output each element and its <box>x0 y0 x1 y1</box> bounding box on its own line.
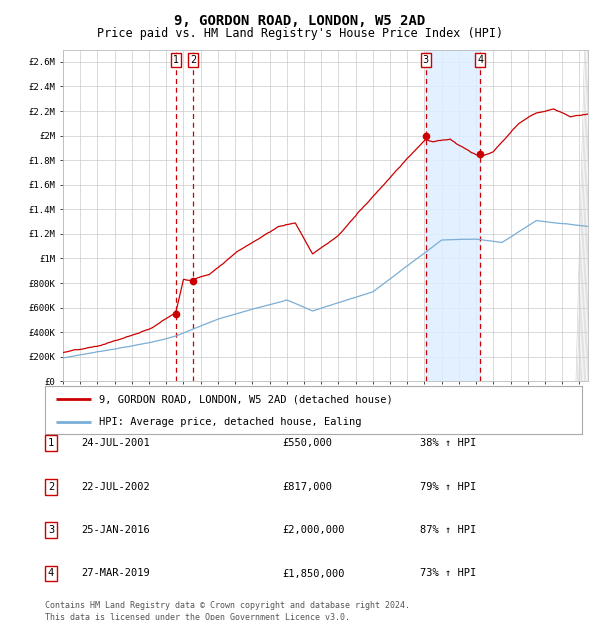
Text: 79% ↑ HPI: 79% ↑ HPI <box>420 482 476 492</box>
Text: 3: 3 <box>48 525 54 535</box>
Text: 87% ↑ HPI: 87% ↑ HPI <box>420 525 476 535</box>
Text: Contains HM Land Registry data © Crown copyright and database right 2024.
This d: Contains HM Land Registry data © Crown c… <box>45 601 410 620</box>
Text: 1: 1 <box>173 55 179 65</box>
Bar <box>425 50 480 381</box>
Text: 22-JUL-2002: 22-JUL-2002 <box>81 482 150 492</box>
Text: 4: 4 <box>48 569 54 578</box>
Text: £1,850,000: £1,850,000 <box>282 569 344 578</box>
Text: 27-MAR-2019: 27-MAR-2019 <box>81 569 150 578</box>
Text: 1: 1 <box>48 438 54 448</box>
Text: £550,000: £550,000 <box>282 438 332 448</box>
Text: Price paid vs. HM Land Registry's House Price Index (HPI): Price paid vs. HM Land Registry's House … <box>97 27 503 40</box>
Text: 73% ↑ HPI: 73% ↑ HPI <box>420 569 476 578</box>
Text: 38% ↑ HPI: 38% ↑ HPI <box>420 438 476 448</box>
Text: 25-JAN-2016: 25-JAN-2016 <box>81 525 150 535</box>
Text: 9, GORDON ROAD, LONDON, W5 2AD: 9, GORDON ROAD, LONDON, W5 2AD <box>175 14 425 28</box>
Text: 9, GORDON ROAD, LONDON, W5 2AD (detached house): 9, GORDON ROAD, LONDON, W5 2AD (detached… <box>98 394 392 404</box>
Text: 2: 2 <box>190 55 196 65</box>
Text: 3: 3 <box>422 55 429 65</box>
Text: 24-JUL-2001: 24-JUL-2001 <box>81 438 150 448</box>
Text: 2: 2 <box>48 482 54 492</box>
Text: 4: 4 <box>477 55 484 65</box>
Text: £2,000,000: £2,000,000 <box>282 525 344 535</box>
Text: HPI: Average price, detached house, Ealing: HPI: Average price, detached house, Eali… <box>98 417 361 427</box>
Text: £817,000: £817,000 <box>282 482 332 492</box>
